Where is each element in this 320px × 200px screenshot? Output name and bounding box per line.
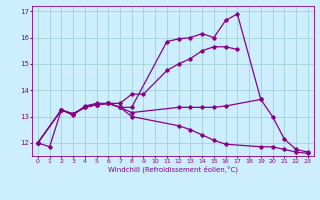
X-axis label: Windchill (Refroidissement éolien,°C): Windchill (Refroidissement éolien,°C) [108, 165, 238, 173]
